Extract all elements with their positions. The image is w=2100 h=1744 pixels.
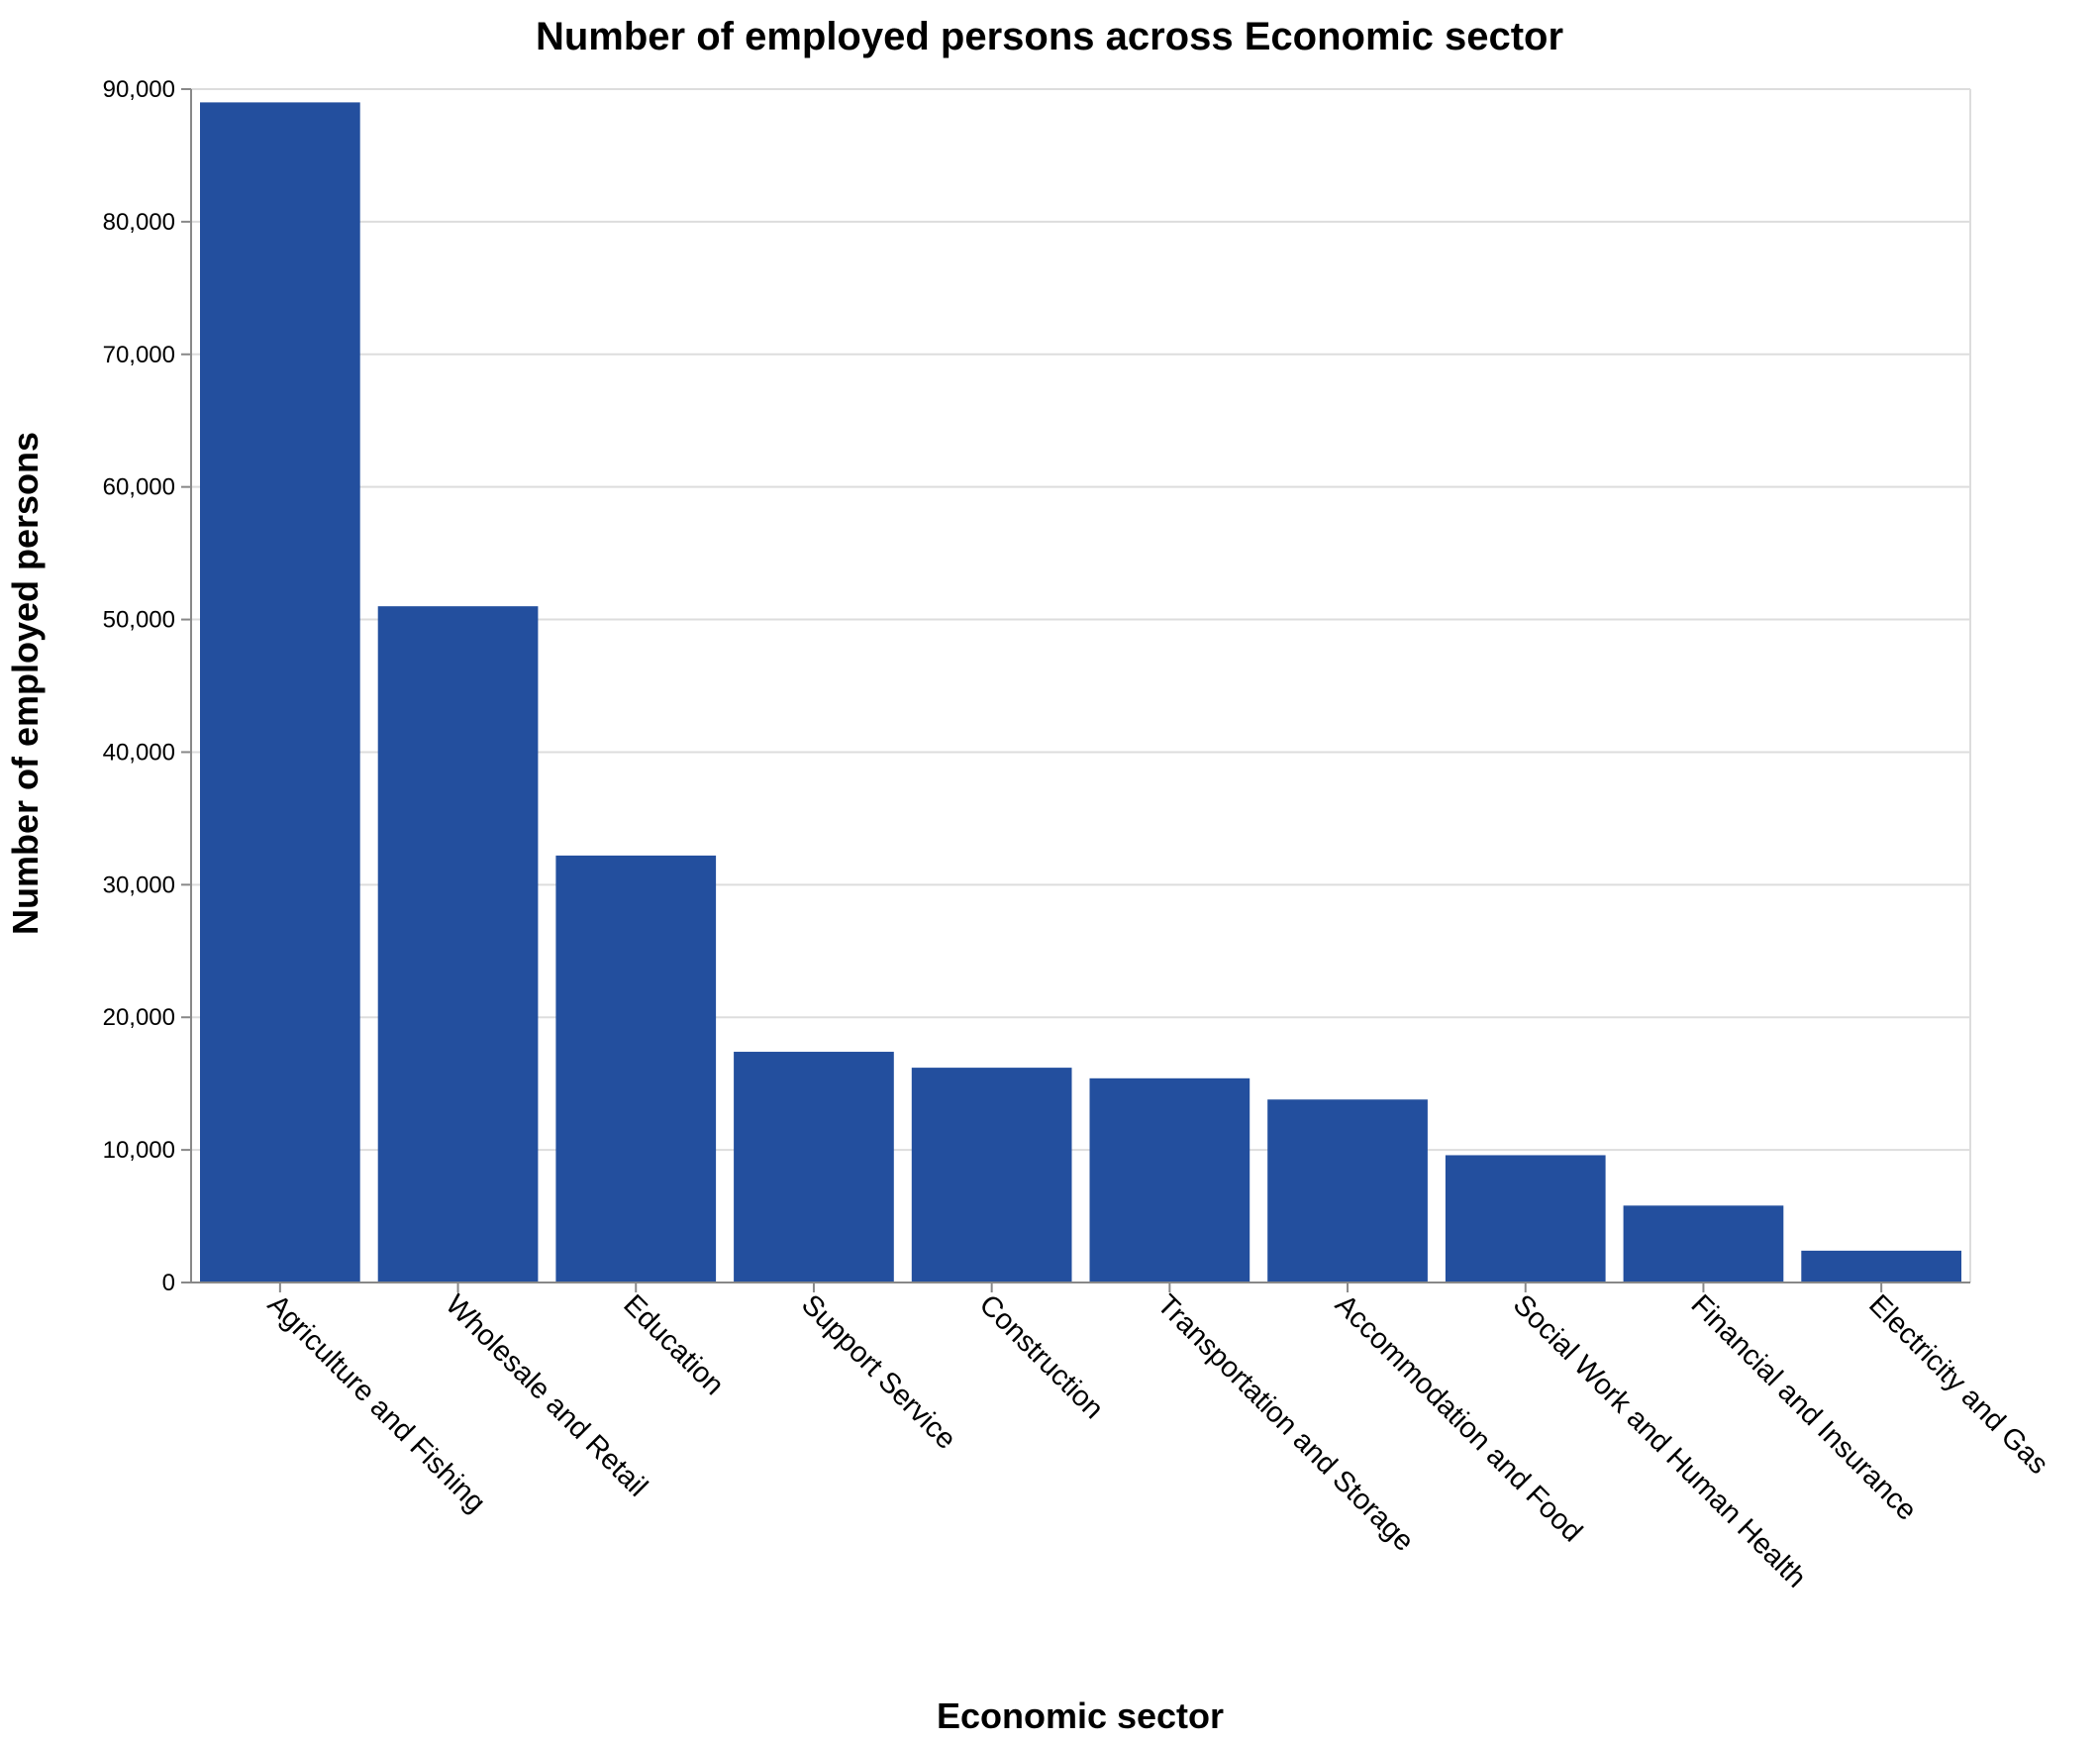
chart-title: Number of employed persons across Econom… — [536, 15, 1563, 58]
x-axis-title: Economic sector — [937, 1695, 1224, 1736]
y-axis: 0 10,000 20,000 30,000 40,000 50,000 60,000 70,… — [103, 76, 192, 1296]
y-axis-title: Number of employed persons — [5, 432, 46, 935]
x-tick-label: Education — [617, 1288, 730, 1401]
y-tick-label: 20,000 — [103, 1004, 175, 1031]
bar — [1623, 1205, 1784, 1282]
y-tick-label: 80,000 — [103, 209, 175, 236]
y-tick-label: 90,000 — [103, 76, 175, 103]
x-tick-label: Electricity and Gas — [1862, 1288, 2054, 1481]
y-tick-label: 50,000 — [103, 607, 175, 634]
x-tick-label: Social Work and Human Health — [1507, 1288, 1812, 1593]
bars — [200, 102, 1961, 1282]
x-tick-label: Wholesale and Retail — [440, 1288, 653, 1502]
bar — [377, 606, 539, 1282]
bar — [1801, 1250, 1961, 1282]
bar — [555, 855, 717, 1282]
y-tick-label: 70,000 — [103, 342, 175, 368]
bar — [1267, 1099, 1428, 1282]
x-tick-label: Support Service — [795, 1288, 962, 1456]
y-tick-label: 60,000 — [103, 474, 175, 501]
bar — [1089, 1077, 1250, 1282]
bar — [911, 1068, 1072, 1282]
y-tick-label: 40,000 — [103, 739, 175, 766]
bar — [734, 1052, 894, 1282]
y-tick-label: 10,000 — [103, 1137, 175, 1164]
bar — [200, 102, 360, 1282]
x-tick-label: Construction — [973, 1288, 1110, 1425]
y-tick-label: 0 — [162, 1270, 175, 1296]
y-tick-label: 30,000 — [103, 872, 175, 898]
bar — [1445, 1155, 1606, 1282]
